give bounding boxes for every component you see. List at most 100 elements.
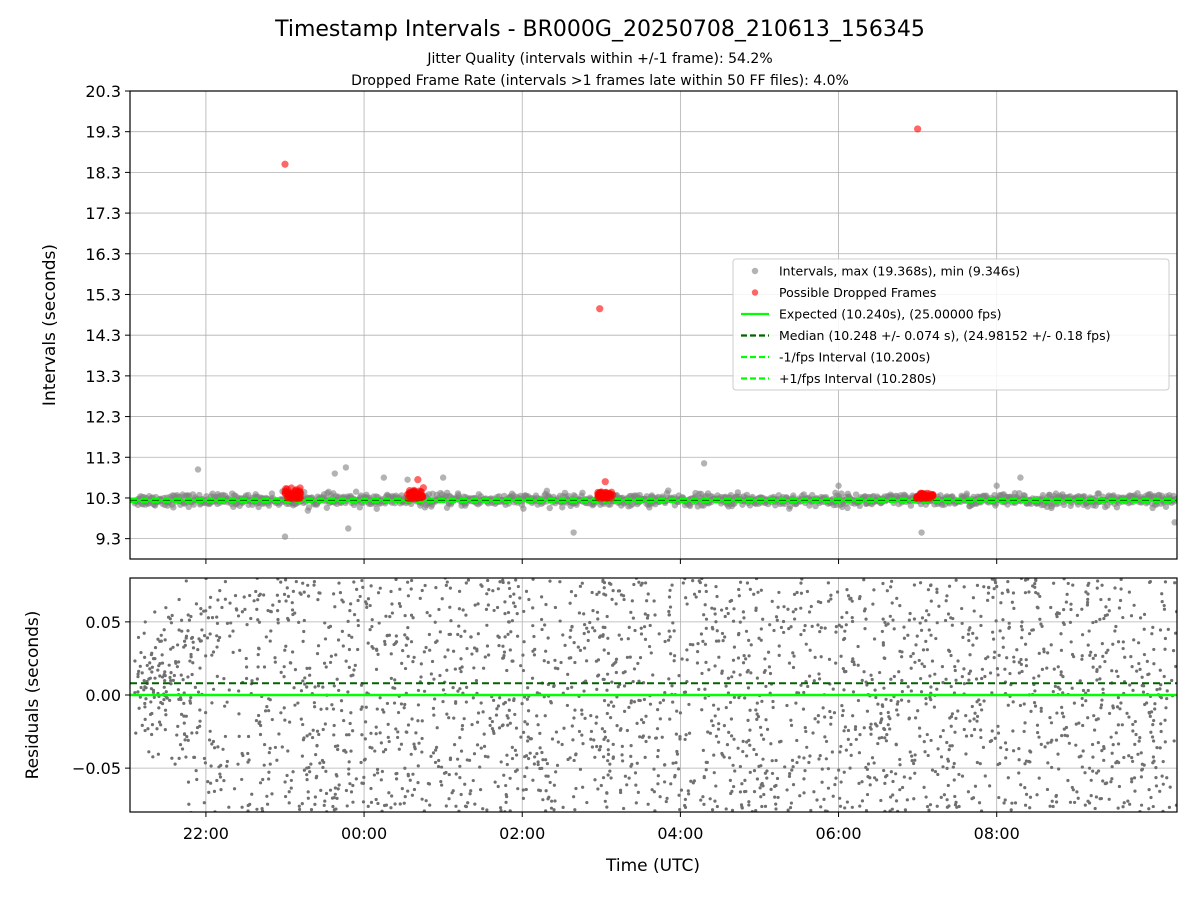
residual-point xyxy=(553,605,558,610)
residual-point xyxy=(459,670,463,674)
residual-point xyxy=(759,638,763,642)
residual-point xyxy=(1172,739,1176,743)
residual-point xyxy=(153,657,157,661)
residual-point xyxy=(888,727,892,731)
residual-point xyxy=(356,598,360,603)
residual-point xyxy=(393,802,397,806)
residual-point xyxy=(389,652,393,656)
residual-point xyxy=(1129,655,1133,659)
residual-point xyxy=(728,700,733,705)
residual-point xyxy=(727,730,731,734)
residual-point xyxy=(823,715,827,719)
residual-point xyxy=(1011,729,1015,733)
residual-point xyxy=(1056,665,1060,669)
residual-point xyxy=(796,691,801,695)
residual-point xyxy=(411,772,415,776)
residual-point xyxy=(775,618,779,622)
residual-point xyxy=(465,685,469,690)
residual-point xyxy=(865,709,870,713)
residual-point xyxy=(268,746,272,750)
residual-point xyxy=(398,802,402,806)
residual-point xyxy=(702,613,706,617)
residual-point xyxy=(1116,742,1121,746)
residual-point xyxy=(347,647,352,652)
residual-point xyxy=(913,716,918,720)
residual-point xyxy=(184,714,188,718)
residual-point xyxy=(260,807,264,811)
residual-point xyxy=(476,711,481,715)
residual-point xyxy=(492,608,496,613)
residual-point xyxy=(898,788,902,792)
residual-point xyxy=(1088,653,1092,657)
residual-point xyxy=(1003,741,1008,745)
residual-point xyxy=(1055,711,1059,715)
residual-point xyxy=(156,752,160,756)
residual-point xyxy=(739,803,744,807)
residual-point xyxy=(622,597,626,602)
residual-point xyxy=(454,804,458,808)
residual-point xyxy=(553,658,557,662)
residual-point xyxy=(137,669,141,673)
residual-point xyxy=(332,592,336,596)
residual-point xyxy=(902,625,906,629)
residual-point xyxy=(794,701,798,705)
residual-point xyxy=(975,719,979,723)
residual-point xyxy=(1118,707,1122,711)
residual-point xyxy=(652,767,656,771)
residual-point xyxy=(896,713,900,717)
residual-point xyxy=(741,739,745,743)
interval-point xyxy=(194,466,202,473)
residual-point xyxy=(678,734,682,739)
residual-point xyxy=(591,626,595,630)
residual-point xyxy=(369,786,373,791)
residual-point xyxy=(522,609,526,614)
residual-point xyxy=(667,677,671,681)
residual-point xyxy=(1028,749,1032,753)
residual-point xyxy=(143,705,147,709)
residual-point xyxy=(597,748,601,752)
residual-point xyxy=(452,743,457,747)
residual-point xyxy=(645,616,650,620)
residual-point xyxy=(420,736,424,741)
residual-point xyxy=(147,750,151,754)
residual-point xyxy=(1090,742,1095,747)
residual-point xyxy=(716,707,720,711)
residual-point xyxy=(1077,721,1081,725)
residual-point xyxy=(426,781,430,786)
residual-point xyxy=(142,688,146,692)
residual-point xyxy=(315,729,320,733)
residual-point xyxy=(375,707,379,711)
residual-point xyxy=(834,661,838,665)
residual-point xyxy=(1034,590,1038,595)
residual-point xyxy=(397,747,401,751)
residual-point xyxy=(686,789,690,793)
residual-point xyxy=(503,611,507,616)
residual-point xyxy=(1094,718,1098,722)
residual-point xyxy=(670,684,674,688)
residual-point xyxy=(1059,648,1064,652)
residual-point xyxy=(160,661,165,665)
residual-point xyxy=(930,659,935,663)
residual-point xyxy=(933,769,938,774)
residual-point xyxy=(782,605,786,609)
residual-point xyxy=(290,608,295,612)
residual-point xyxy=(838,796,842,800)
residual-point xyxy=(148,661,152,665)
residual-point xyxy=(728,778,732,783)
residual-point xyxy=(319,707,323,711)
residual-point xyxy=(137,706,141,710)
residual-point xyxy=(511,659,515,663)
residual-point xyxy=(541,758,545,762)
residual-point xyxy=(1023,721,1027,725)
residual-point xyxy=(599,783,603,788)
x-tick-label: 04:00 xyxy=(657,824,703,843)
residual-point xyxy=(732,645,737,649)
residual-point xyxy=(725,606,729,611)
residual-point xyxy=(521,788,525,792)
residual-point xyxy=(595,610,600,614)
residual-point xyxy=(482,744,487,748)
residual-point xyxy=(1029,709,1033,713)
residual-point xyxy=(503,635,507,639)
residual-point xyxy=(820,780,824,784)
residual-point xyxy=(1060,705,1064,709)
